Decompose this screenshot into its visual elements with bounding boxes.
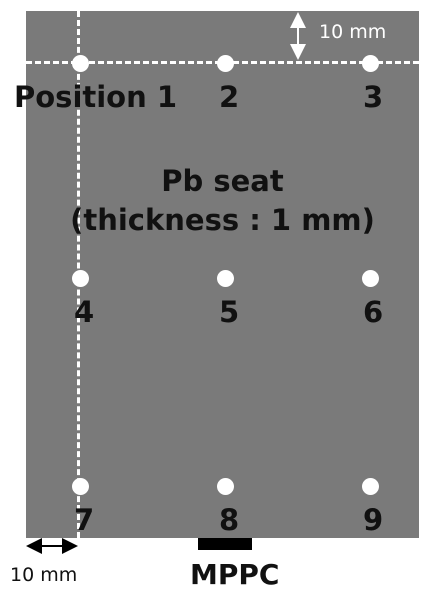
- measurement-point-4: [71, 269, 89, 287]
- position-label-4: 4: [74, 295, 95, 329]
- measurement-point-5: [216, 269, 234, 287]
- top-offset-label: 10 mm: [319, 21, 387, 43]
- position-label-8: 8: [219, 503, 240, 537]
- material-thickness-label: (thickness : 1 mm): [70, 203, 375, 237]
- position-label-1: Position 1: [14, 80, 178, 114]
- measurement-point-2: [216, 54, 234, 72]
- material-label: Pb seat: [161, 164, 284, 198]
- measurement-point-8: [216, 477, 234, 495]
- measurement-point-3: [361, 54, 379, 72]
- measurement-point-6: [361, 269, 379, 287]
- position-label-5: 5: [219, 295, 240, 329]
- position-label-7: 7: [74, 503, 95, 537]
- mppc-label: MPPC: [190, 558, 280, 591]
- measurement-point-7: [71, 477, 89, 495]
- measurement-point-9: [361, 477, 379, 495]
- measurement-point-1: [71, 54, 89, 72]
- position-label-6: 6: [363, 295, 384, 329]
- left-offset-label: 10 mm: [10, 564, 78, 586]
- position-label-3: 3: [363, 80, 384, 114]
- position-label-2: 2: [219, 80, 240, 114]
- position-label-9: 9: [363, 503, 384, 537]
- mppc-sensor: [198, 538, 252, 550]
